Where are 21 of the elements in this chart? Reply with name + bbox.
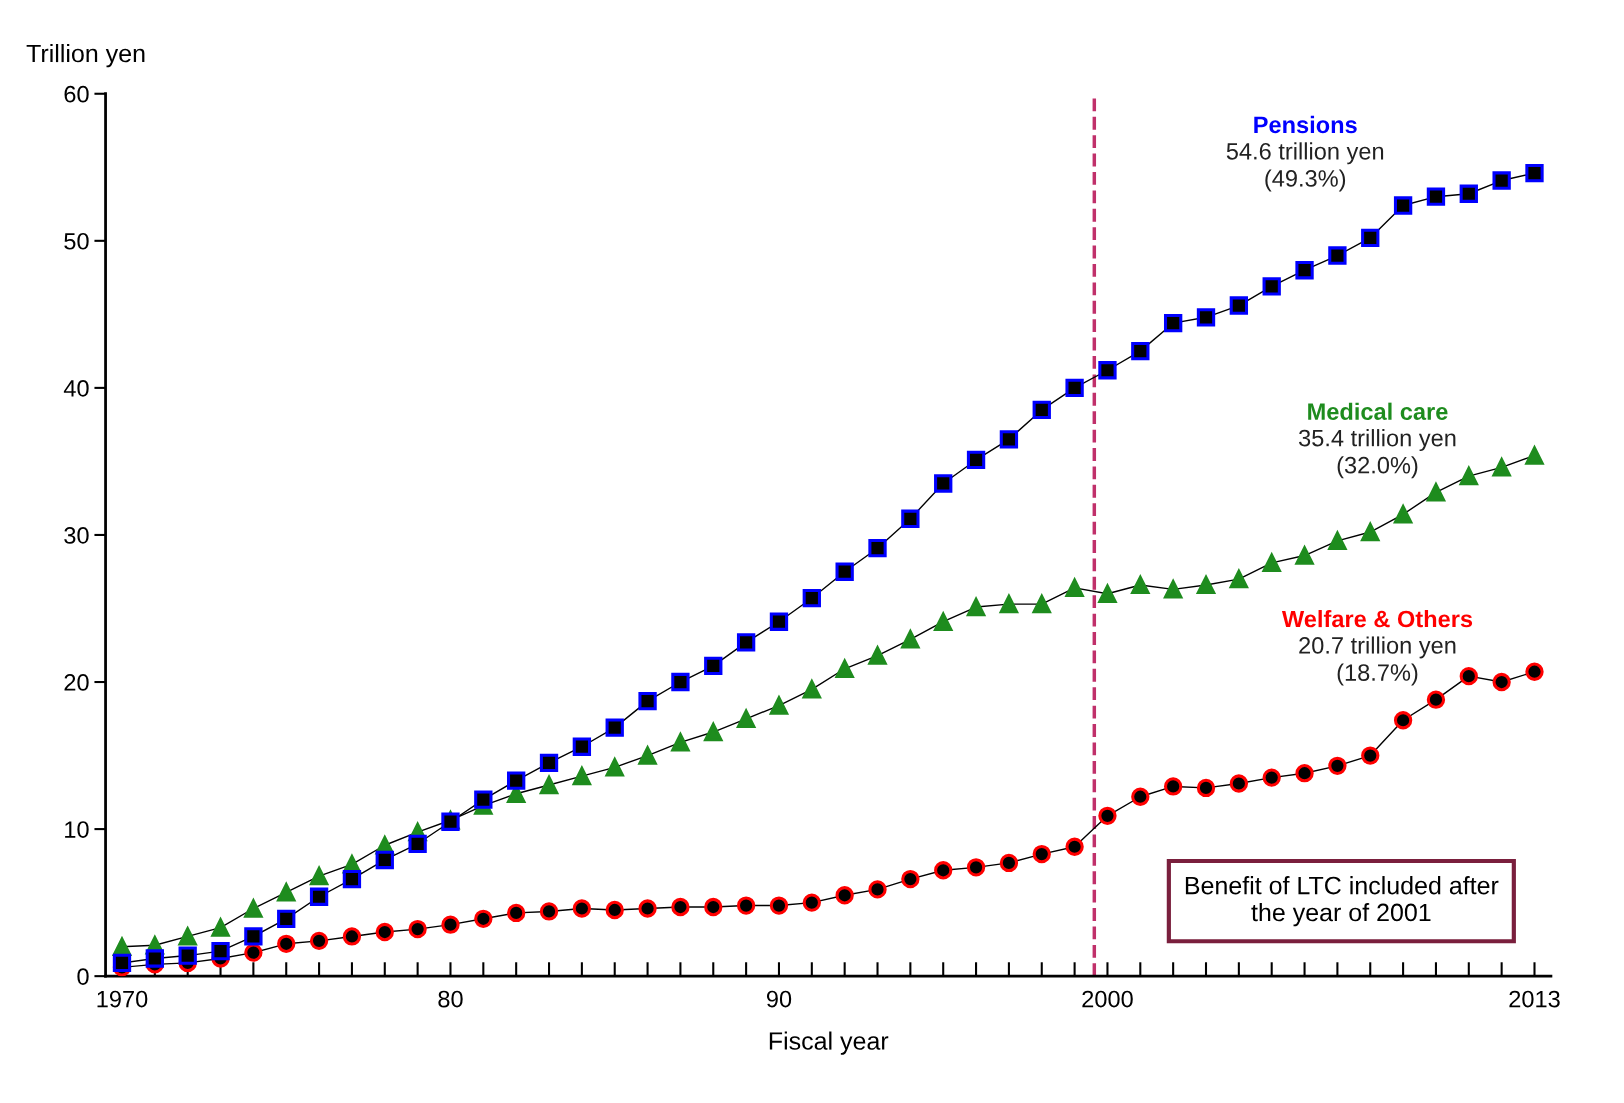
x-tick-label: 2000	[1082, 990, 1133, 1008]
y-tick-label: 10	[65, 821, 89, 838]
y-tick-label: 60	[64, 85, 89, 103]
text: Pensions	[1254, 115, 1357, 134]
y-tick-label: 30	[64, 527, 89, 544]
annotation: Benefit of LTC included after the year of 2001	[1185, 876, 1499, 927]
x-tick-label: 2013	[1509, 990, 1560, 1008]
text: Medical care	[1308, 402, 1448, 420]
x-tick-label: 80	[438, 990, 463, 1008]
x-axis-title: Fiscal year	[769, 1031, 889, 1055]
y-tick-label: 20	[64, 674, 89, 691]
y-tick-label: 40	[63, 379, 89, 397]
x-tick-label: 1970	[97, 990, 148, 1008]
annotation: 54.6 trillion yen (49.3%)	[1226, 142, 1384, 192]
annotation: 35.4 trillion yen (32.0%)	[1298, 429, 1456, 479]
y-axis-title: Trillion yen	[26, 43, 145, 68]
x-tick-label: 90	[766, 990, 792, 1008]
y-tick-label: 50	[64, 232, 89, 250]
series-label: Welfare & Others	[1281, 610, 1473, 628]
annotation: 20.7 trillion yen (18.7%)	[1299, 636, 1456, 686]
y-tick-label: 0	[77, 968, 89, 985]
